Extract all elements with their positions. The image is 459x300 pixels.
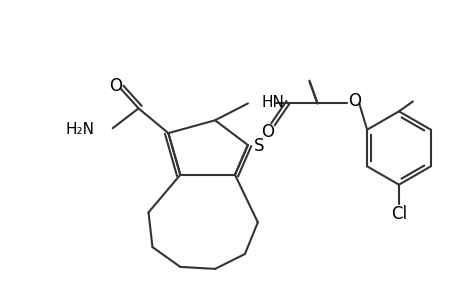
Text: HN: HN xyxy=(261,95,284,110)
Text: O: O xyxy=(347,92,360,110)
Text: O: O xyxy=(261,123,274,141)
Text: S: S xyxy=(253,137,263,155)
Text: H₂N: H₂N xyxy=(66,122,95,137)
Text: O: O xyxy=(109,76,122,94)
Text: Cl: Cl xyxy=(390,206,406,224)
